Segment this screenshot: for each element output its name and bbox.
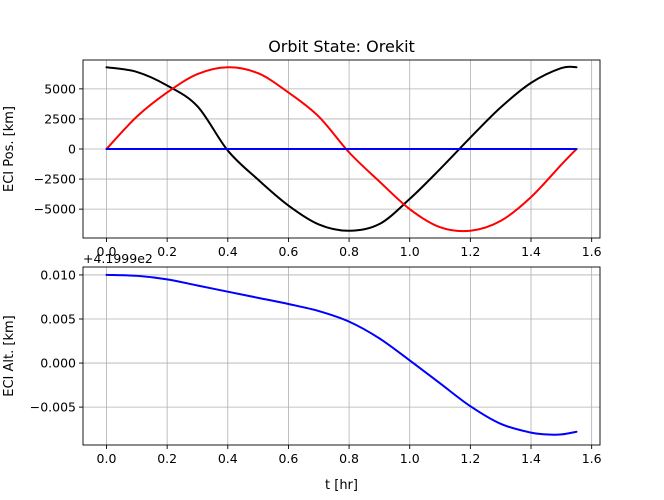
altitude-lines: [105, 273, 578, 436]
position-x-tick-label: 0.0: [97, 244, 117, 259]
chart-title: Orbit State: Orekit: [268, 37, 415, 56]
position-series-y-line: [105, 66, 578, 233]
altitude-x-tick-label: 0.4: [218, 451, 238, 466]
altitude-x-tick-label: 0.2: [157, 451, 177, 466]
altitude-series-altitude-line: [105, 273, 578, 436]
position-y-tick-label: 5000: [44, 81, 76, 96]
altitude-x-tick-label: 1.6: [582, 451, 602, 466]
position-x-tick-label: 0.4: [218, 244, 238, 259]
altitude-x-tick-label: 0.6: [278, 451, 298, 466]
altitude-x-tick-label: 1.0: [400, 451, 420, 466]
position-ticks: 0.0 0.2 0.4 0.6 0.8 1.0 1.2 1.4 1.6 −5000 −2500 0 25…: [34, 81, 602, 259]
altitude-x-tick-label: 0.8: [339, 451, 359, 466]
altitude-y-axis-label: ECI Alt. [km]: [2, 315, 17, 396]
altitude-offset-text: +4.1999e2: [83, 251, 153, 266]
altitude-plot-frame: [82, 266, 601, 446]
position-grid: [83, 60, 600, 238]
altitude-plot: 0.0 0.2 0.4 0.6 0.8 1.0 1.2 1.4 1.6 −0.005 0.000 0.…: [2, 251, 602, 493]
altitude-y-tick-label: 0.005: [40, 311, 76, 326]
position-y-tick-label: 0: [68, 142, 76, 157]
altitude-y-tick-label: 0.010: [40, 267, 76, 282]
altitude-x-tick-label: 1.4: [521, 451, 541, 466]
position-series-x-line: [105, 65, 578, 232]
altitude-y-tick-label: 0.000: [40, 356, 76, 371]
position-x-tick-label: 0.2: [157, 244, 177, 259]
altitude-ticks: 0.0 0.2 0.4 0.6 0.8 1.0 1.2 1.4 1.6 −0.005 0.000 0.…: [30, 267, 602, 466]
position-y-tick-label: 2500: [44, 111, 76, 126]
position-plot: 0.0 0.2 0.4 0.6 0.8 1.0 1.2 1.4 1.6 −5000 −2500 0 25…: [2, 37, 602, 259]
position-x-tick-label: 0.8: [339, 244, 359, 259]
altitude-x-tick-label: 1.2: [460, 451, 480, 466]
position-x-tick-label: 1.0: [400, 244, 420, 259]
position-x-tick-label: 0.6: [278, 244, 298, 259]
position-x-tick-label: 1.6: [582, 244, 602, 259]
position-lines: [105, 65, 578, 233]
time-x-axis-label: t [hr]: [325, 478, 358, 493]
position-x-tick-label: 1.4: [521, 244, 541, 259]
position-y-axis-label: ECI Pos. [km]: [2, 106, 17, 192]
altitude-y-tick-label: −0.005: [30, 400, 76, 415]
position-y-tick-label: −2500: [34, 172, 76, 187]
altitude-x-tick-label: 0.0: [97, 451, 117, 466]
position-y-tick-label: −5000: [34, 202, 76, 217]
position-x-tick-label: 1.2: [460, 244, 480, 259]
